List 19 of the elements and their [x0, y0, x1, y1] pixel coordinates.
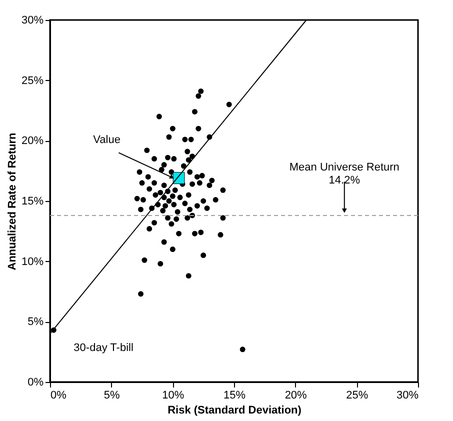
- y-tick-label: 0%: [28, 376, 44, 388]
- x-tick-label: 20%: [284, 390, 308, 402]
- y-tick-label: 30%: [21, 14, 44, 26]
- x-tick-label: 30%: [396, 390, 419, 402]
- annotation: Value: [93, 134, 120, 146]
- y-tick-label: 25%: [21, 74, 44, 87]
- y-tick-label: 15%: [21, 196, 44, 208]
- x-tick-label: 0%: [50, 390, 67, 402]
- x-tick-label: 5%: [104, 390, 120, 402]
- y-tick-label: 5%: [28, 316, 44, 328]
- annotation: Mean Universe Return 14.2%: [289, 161, 400, 186]
- x-tick-label: 25%: [346, 390, 368, 402]
- y-axis-title: Annualized Rate of Return: [6, 132, 18, 270]
- y-tick-label: 20%: [21, 135, 44, 148]
- x-tick-label: 10%: [162, 390, 184, 402]
- x-axis-title: Risk (Standard Deviation): [168, 404, 302, 416]
- annotation: 30-day T-bill: [74, 342, 134, 354]
- x-tick-label: 15%: [223, 390, 246, 402]
- y-tick-label: 10%: [21, 256, 44, 268]
